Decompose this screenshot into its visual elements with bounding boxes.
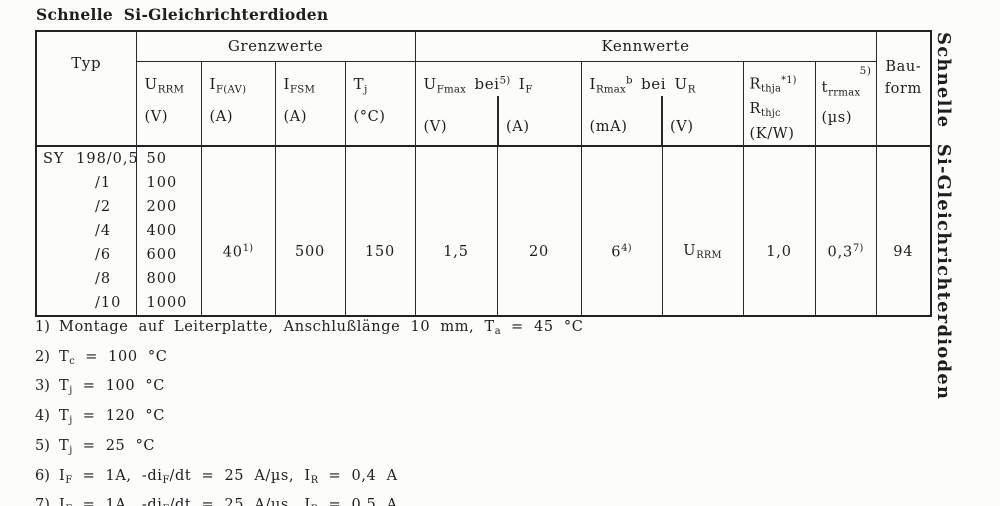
footnote: 2) Tc = 100 °C [35,347,583,372]
footnote-text: Tj = 120 °C [59,408,165,427]
footnote-num: 1) [35,319,50,335]
symbol-rthjc: Rthjc [749,101,781,120]
symbol-rthja: Rthja*1) [749,74,797,95]
footnote-text: Tj = 25 °C [59,437,156,457]
header-cell-ifsm: IFSM (A) [274,61,345,148]
urrm-cell: 100 [135,171,201,196]
header-cell-trr: 5) trrmax (µs) [814,61,877,148]
footnote-num: 7) [35,497,50,506]
unit-irmax: (mA) [589,119,628,136]
footnote: 1) Montage auf Leiterplatte, Anschlußlän… [35,317,583,342]
urrm-cell: 200 [135,195,201,220]
header-cell-rth: Rthja*1) Rthjc (K/W) [742,61,816,148]
footnote-text: Tj = 100 °C [59,378,165,397]
unit-tj: (°C) [353,108,386,125]
urrm-cell: 1000 [135,291,201,317]
shared-value-ifsm: 500 [274,146,345,317]
column-divider [497,95,499,146]
symbol-ifsm: IFSM [283,74,316,95]
footnote-num: 2) [35,348,50,365]
spec-table: Typ Grenzwerte Kennwerte Bau- form URRM … [35,30,933,318]
footnote: 6) IF = 1A, -diF/dt = 25 A/µs, IR = 0,4 … [35,466,583,491]
unit-rth: (K/W) [749,126,795,143]
table-row: /1 100 [35,171,931,196]
table-row: SY 198/0,5 50 401) 500 150 1,5 20 64) UR… [35,146,932,317]
footnote-num: 4) [35,408,50,425]
shared-value-ifav: 401) [200,146,275,317]
page-title: Schnelle Si-Gleichrichterdioden [36,5,329,24]
unit-ifsm: (A) [283,108,308,125]
header-cell-tj: Tj (°C) [344,61,416,148]
typ-cell: /8 [35,267,136,292]
unit-trr: (µs) [821,109,853,126]
shared-value-trr: 0,37) [814,146,877,317]
symbol-ufmax-bei-if: UFmax bei5) IF [423,74,533,95]
footnote-text: IF = 1A, -diF/dt = 25 A/µs, IR = 0,5 A [59,497,398,506]
typ-cell: /10 [35,291,136,317]
header-cell-ifav: IF(AV) (A) [200,61,275,148]
bauform-label-line2: form [884,81,922,97]
bauform-label-line1: Bau- [885,59,922,75]
side-title: Schnelle Si-Gleichrichterdioden [933,32,954,401]
table-row: /10 1000 [35,291,931,317]
urrm-cell: 50 [135,146,201,172]
group-header-grenzwerte: Grenzwerte [135,31,416,62]
unit-ufmax: (V) [423,119,448,136]
footnote-marker-trr: 5) [859,64,872,77]
table-header-row-groups: Typ Grenzwerte Kennwerte Bau- form [35,31,932,148]
footnote: 7) IF = 1A, -diF/dt = 25 A/µs, IR = 0,5 … [35,495,583,506]
footnote-text: IF = 1A, -diF/dt = 25 A/µs, IR = 0,4 A [59,467,398,486]
typ-cell: /2 [35,195,136,220]
footnote-num: 3) [35,378,50,395]
unit-ifav: (A) [209,108,234,125]
footnote-text: Tc = 100 °C [59,348,168,367]
shared-value-if: 20 [496,146,582,317]
table-header-row-symbols: URRM (V) IF(AV) (A) IFSM (A) Tj (°C) UFm… [36,61,931,148]
column-header-bauform: Bau- form [875,31,932,148]
shared-value-ufmax: 1,5 [414,146,498,317]
typ-cell: SY 198/0,5 [35,146,138,172]
urrm-cell: 800 [135,267,201,292]
table-row: /8 800 [35,267,931,292]
footnotes: 1) Montage auf Leiterplatte, Anschlußlän… [35,317,583,506]
unit-ur: (V) [670,119,694,136]
footnote-text: Montage auf Leiterplatte, Anschlußlänge … [59,319,584,338]
footnote: 4) Tj = 120 °C [35,406,583,431]
footnote: 5) Tj = 25 °C [35,436,583,461]
column-divider [661,95,663,146]
shared-value-irmax: 64) [580,146,663,317]
typ-cell: /1 [35,171,136,196]
unit-urrm: (V) [144,108,169,125]
column-header-typ: Typ [35,31,136,148]
urrm-cell: 600 [135,243,201,268]
shared-value-ur: URRM [661,146,744,317]
typ-cell: /6 [35,243,136,268]
shared-value-tj: 150 [344,146,416,317]
header-cell-irmax-ur: IRmaxb bei UR (mA) (V) [580,61,744,148]
symbol-ifav: IF(AV) [209,74,247,95]
shared-value-bauform: 94 [875,146,932,317]
table-row: /6 600 [35,243,931,268]
table-row: /4 400 [35,219,931,244]
symbol-tj: Tj [353,74,368,95]
unit-if: (A) [506,119,530,136]
shared-value-rth: 1,0 [742,146,816,317]
group-header-kennwerte: Kennwerte [414,31,877,62]
header-cell-urrm: URRM (V) [135,61,201,148]
symbol-irmax-bei-ur: IRmaxb bei UR [589,74,696,95]
symbol-urrm: URRM [144,74,185,95]
header-cell-ufmax-if: UFmax bei5) IF (V) (A) [414,61,582,148]
table-row: /2 200 [35,195,931,220]
footnote: 3) Tj = 100 °C [35,376,583,401]
footnote-num: 5) [35,437,50,454]
footnote-num: 6) [35,467,50,484]
urrm-cell: 400 [135,219,201,244]
typ-cell: /4 [35,219,136,244]
symbol-trrmax: trrmax [821,77,861,98]
